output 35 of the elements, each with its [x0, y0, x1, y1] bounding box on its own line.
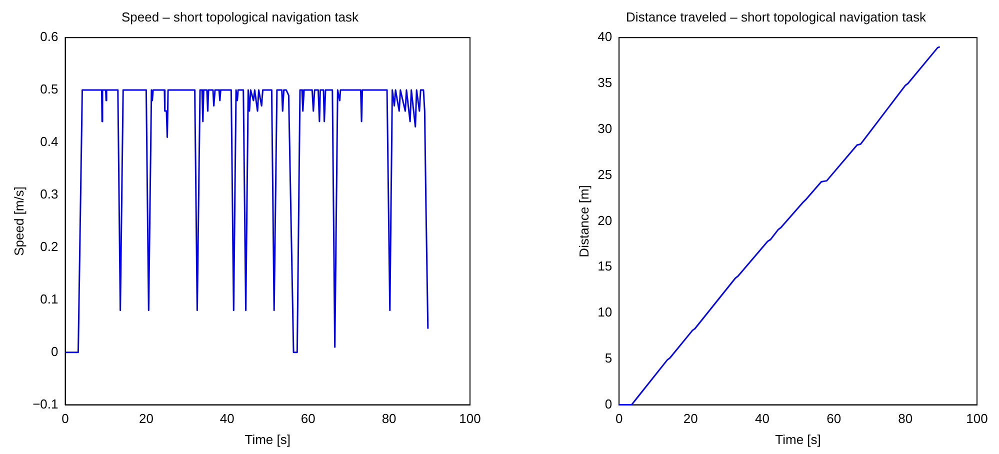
- y-tick-label: 0: [604, 396, 612, 412]
- y-axis-title: Speed [m/s]: [11, 186, 26, 256]
- x-tick-label: 80: [898, 411, 913, 426]
- y-tick-label: 35: [598, 75, 612, 90]
- x-tick-label: 60: [300, 411, 316, 426]
- y-tick-label: 5: [604, 350, 612, 366]
- x-tick-label: 60: [826, 411, 842, 426]
- y-tick-label: 0: [51, 344, 58, 359]
- y-tick-label: 30: [598, 120, 612, 136]
- y-tick-label: 0.2: [40, 239, 58, 254]
- x-axis-title: Time [s]: [775, 432, 821, 447]
- x-tick-label: 0: [62, 411, 69, 426]
- y-tick-label: 0.1: [40, 291, 58, 306]
- x-tick-label: 20: [138, 411, 154, 426]
- chart-title: Speed – short topological navigation task: [121, 9, 360, 24]
- x-axis-title: Time [s]: [244, 432, 291, 447]
- y-tick-label: 0.5: [40, 82, 58, 97]
- y-axis-title: Distance [m]: [576, 185, 592, 258]
- y-tick-label: 40: [598, 29, 612, 44]
- y-tick-label: 15: [598, 258, 612, 274]
- x-tick-label: 40: [755, 411, 770, 426]
- y-tick-label: −0.1: [32, 396, 58, 412]
- y-tick-label: 20: [598, 212, 612, 228]
- x-tick-label: 100: [459, 411, 481, 426]
- chart-title: Distance traveled – short topological navigation task: [626, 9, 926, 24]
- y-tick-label: 25: [598, 166, 612, 182]
- x-tick-label: 40: [220, 411, 234, 426]
- x-tick-label: 0: [615, 411, 623, 426]
- y-tick-label: 10: [598, 304, 612, 320]
- y-tick-label: 0.4: [40, 134, 58, 150]
- y-tick-label: 0.3: [40, 186, 58, 202]
- x-tick-label: 20: [683, 411, 698, 426]
- x-tick-label: 80: [382, 411, 396, 426]
- x-tick-label: 100: [966, 411, 988, 426]
- y-tick-label: 0.6: [40, 29, 58, 44]
